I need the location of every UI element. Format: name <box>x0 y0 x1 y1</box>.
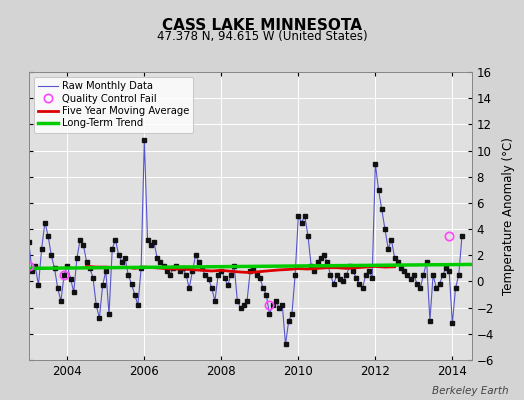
Legend: Raw Monthly Data, Quality Control Fail, Five Year Moving Average, Long-Term Tren: Raw Monthly Data, Quality Control Fail, … <box>34 77 193 132</box>
Quality Control Fail <box>266 303 272 308</box>
Raw Monthly Data <box>26 240 32 244</box>
Five Year Moving Average <box>382 265 388 270</box>
Text: CASS LAKE MINNESOTA: CASS LAKE MINNESOTA <box>162 18 362 33</box>
Five Year Moving Average <box>276 268 282 272</box>
Y-axis label: Temperature Anomaly (°C): Temperature Anomaly (°C) <box>502 137 515 295</box>
Five Year Moving Average <box>141 265 147 270</box>
Five Year Moving Average <box>266 268 272 273</box>
Five Year Moving Average <box>132 266 138 271</box>
Raw Monthly Data <box>77 237 83 242</box>
Five Year Moving Average <box>363 265 369 270</box>
Quality Control Fail <box>61 272 67 277</box>
Five Year Moving Average <box>199 268 205 273</box>
Text: 47.378 N, 94.615 W (United States): 47.378 N, 94.615 W (United States) <box>157 30 367 43</box>
Line: Five Year Moving Average: Five Year Moving Average <box>86 266 395 272</box>
Five Year Moving Average <box>93 265 100 270</box>
Five Year Moving Average <box>160 266 167 271</box>
Five Year Moving Average <box>237 270 244 274</box>
Five Year Moving Average <box>151 265 157 270</box>
Raw Monthly Data <box>141 138 147 142</box>
Five Year Moving Average <box>218 268 224 273</box>
Five Year Moving Average <box>353 265 359 270</box>
Quality Control Fail <box>446 233 452 238</box>
Five Year Moving Average <box>247 270 254 275</box>
Raw Monthly Data <box>388 237 395 242</box>
Line: Raw Monthly Data: Raw Monthly Data <box>29 140 462 344</box>
Raw Monthly Data <box>440 272 446 277</box>
Raw Monthly Data <box>282 342 289 347</box>
Five Year Moving Average <box>257 269 263 274</box>
Five Year Moving Average <box>83 264 90 269</box>
Line: Quality Control Fail: Quality Control Fail <box>25 232 453 309</box>
Raw Monthly Data <box>382 227 388 232</box>
Five Year Moving Average <box>170 267 177 272</box>
Five Year Moving Average <box>122 265 128 270</box>
Five Year Moving Average <box>391 264 398 269</box>
Five Year Moving Average <box>286 267 292 272</box>
Five Year Moving Average <box>189 267 195 272</box>
Raw Monthly Data <box>196 260 202 264</box>
Five Year Moving Average <box>343 266 350 271</box>
Five Year Moving Average <box>209 268 215 273</box>
Five Year Moving Average <box>228 269 234 274</box>
Five Year Moving Average <box>314 266 321 271</box>
Raw Monthly Data <box>385 246 391 251</box>
Five Year Moving Average <box>334 265 340 270</box>
Five Year Moving Average <box>372 264 378 269</box>
Five Year Moving Average <box>180 267 186 272</box>
Raw Monthly Data <box>459 233 465 238</box>
Quality Control Fail <box>26 263 32 268</box>
Five Year Moving Average <box>305 267 311 272</box>
Five Year Moving Average <box>295 266 301 271</box>
Five Year Moving Average <box>103 265 109 270</box>
Five Year Moving Average <box>324 265 330 270</box>
Five Year Moving Average <box>112 265 118 270</box>
Text: Berkeley Earth: Berkeley Earth <box>432 386 508 396</box>
